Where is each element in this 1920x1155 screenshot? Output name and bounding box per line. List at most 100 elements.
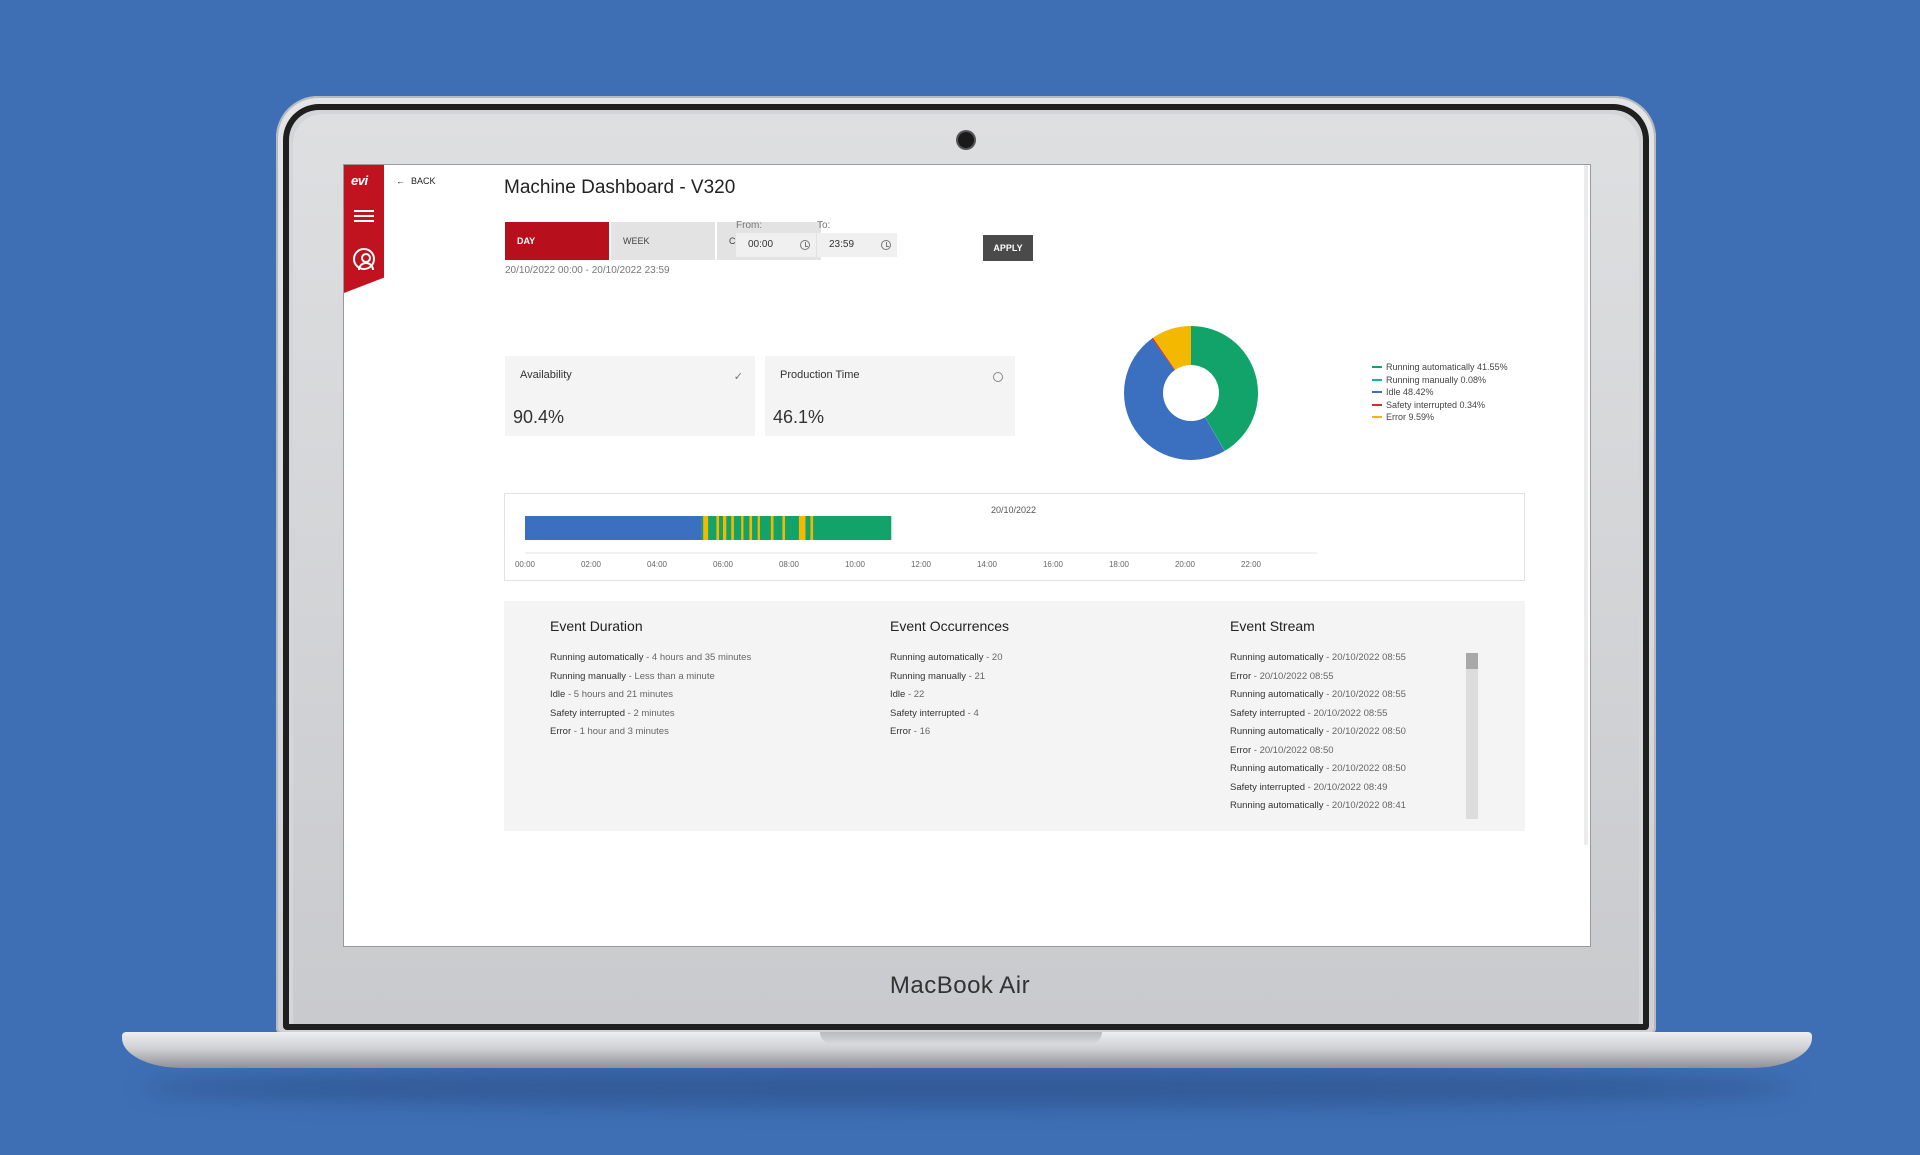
scrollbar-thumb[interactable] [1466, 653, 1478, 669]
list-item: Safety interrupted - 20/10/2022 08:55 [1230, 707, 1388, 719]
availability-card: Availability ✓ 90.4% [505, 356, 755, 436]
arrow-left-icon: ← [396, 176, 405, 186]
to-time-input[interactable]: 23:59 [817, 233, 897, 257]
timeline-tick-label: 00:00 [515, 560, 536, 569]
legend-label: Idle 48.42% [1386, 387, 1434, 398]
event-occurrences-title: Event Occurrences [890, 618, 1010, 634]
timeline-tick-label: 20:00 [1175, 560, 1196, 569]
event-duration-column: Event Duration Running automatically - 4… [550, 618, 751, 745]
list-item: Error - 16 [890, 726, 931, 737]
from-time-group: From: 00:00 [736, 220, 816, 257]
list-item: Safety interrupted - 20/10/2022 08:49 [1230, 781, 1388, 793]
to-label: To: [817, 220, 831, 231]
hamburger-menu-icon[interactable] [354, 210, 374, 224]
to-time-value: 23:59 [829, 239, 855, 250]
availability-label: Availability [520, 369, 572, 381]
date-range-text: 20/10/2022 00:00 - 20/10/2022 23:59 [505, 265, 670, 276]
user-profile-icon[interactable] [353, 248, 375, 270]
timeline-tick-label: 14:00 [977, 560, 998, 569]
list-item: Error - 1 hour and 3 minutes [550, 726, 669, 737]
event-duration-title: Event Duration [550, 618, 643, 634]
list-item: Running automatically - 4 hours and 35 m… [550, 652, 752, 663]
timeline-tick-label: 10:00 [845, 560, 866, 569]
list-item: Running manually - 21 [890, 670, 986, 682]
timeline-tick-label: 08:00 [779, 560, 800, 569]
timeline-segment-error[interactable] [810, 516, 814, 540]
timeline-segment-running[interactable] [701, 516, 892, 540]
state-donut-chart [1123, 325, 1259, 461]
legend-item: Safety interrupted 0.34% [1372, 399, 1508, 412]
timeline-segment-error[interactable] [731, 516, 734, 540]
list-item: Running automatically - 20/10/2022 08:55 [1230, 689, 1406, 700]
legend-item: Error 9.59% [1372, 411, 1508, 424]
list-item: Error - 20/10/2022 08:50 [1230, 744, 1334, 756]
legend-item: Running manually 0.08% [1372, 374, 1508, 387]
availability-value: 90.4% [513, 407, 565, 427]
timeline-tick-label: 04:00 [647, 560, 668, 569]
page-title: Machine Dashboard - V320 [504, 177, 736, 198]
donut-slice[interactable] [1151, 337, 1176, 371]
back-link[interactable]: ← BACK [396, 176, 436, 186]
legend-label: Running manually 0.08% [1386, 374, 1487, 385]
production-time-card: Production Time 46.1% [765, 356, 1015, 436]
from-time-value: 00:00 [748, 239, 774, 250]
timeline-segment-error[interactable] [703, 516, 709, 540]
laptop-shadow [140, 1068, 1794, 1108]
from-time-input[interactable]: 00:00 [736, 233, 816, 257]
donut-slice[interactable] [1153, 326, 1191, 370]
list-item: Running automatically - 20 [890, 652, 1003, 663]
list-item: Safety interrupted - 2 minutes [550, 707, 675, 719]
apply-button[interactable]: APPLY [983, 235, 1033, 261]
donut-slice[interactable] [1124, 338, 1225, 460]
donut-svg [1124, 326, 1258, 460]
legend-swatch [1372, 416, 1382, 419]
check-icon: ✓ [733, 371, 743, 383]
list-item: Idle - 22 [890, 689, 925, 700]
event-stream-column: Event Stream Running automatically - 20/… [1230, 618, 1406, 819]
from-label: From: [736, 220, 763, 231]
timeline-segment-error[interactable] [723, 516, 727, 540]
timeline-tick-label: 02:00 [581, 560, 602, 569]
legend-item: Running automatically 41.55% [1372, 361, 1508, 374]
screen: evi ← BACK Machine Dashboard - V320 DAY … [343, 164, 1591, 947]
timeline-segment-error[interactable] [716, 516, 720, 540]
donut-slice[interactable] [1205, 417, 1225, 451]
timeline-segment-error[interactable] [770, 516, 774, 540]
camera-icon [958, 132, 974, 148]
list-item: Idle - 5 hours and 21 minutes [550, 689, 674, 700]
legend-label: Running automatically 41.55% [1386, 362, 1508, 373]
to-time-group: To: 23:59 [817, 220, 897, 257]
donut-legend: Running automatically 41.55% Running man… [1372, 361, 1508, 424]
production-time-value: 46.1% [773, 407, 825, 427]
timeline-segment-idle[interactable] [525, 516, 702, 540]
legend-label: Safety interrupted 0.34% [1386, 399, 1486, 410]
events-panel: Event Duration Running automatically - 4… [504, 601, 1525, 831]
clock-icon [800, 240, 810, 250]
event-stream-scrollbar[interactable] [1466, 653, 1478, 819]
page-scrollbar[interactable] [1584, 165, 1588, 845]
timeline-segment-error[interactable] [749, 516, 753, 540]
tab-day[interactable]: DAY [505, 222, 609, 260]
event-occurrences-column: Event Occurrences Running automatically … [890, 618, 1009, 745]
timeline-segment-error[interactable] [741, 516, 744, 540]
legend-swatch [1372, 378, 1382, 381]
timeline-tick-label: 18:00 [1109, 560, 1130, 569]
evi-logo[interactable]: evi [351, 173, 368, 188]
donut-slice[interactable] [1191, 326, 1258, 451]
device-brand-label: MacBook Air [889, 972, 1031, 999]
tab-week[interactable]: WEEK [611, 222, 715, 260]
list-item: Running automatically - 20/10/2022 08:50 [1230, 726, 1406, 737]
legend-swatch [1372, 391, 1382, 394]
legend-label: Error 9.59% [1386, 412, 1435, 423]
timeline-tick-label: 06:00 [713, 560, 734, 569]
list-item: Running automatically - 20/10/2022 08:41 [1230, 800, 1406, 811]
timeline-segment-error[interactable] [757, 516, 760, 540]
timeline-segment-error[interactable] [798, 516, 806, 540]
legend-swatch [1372, 403, 1382, 406]
sidebar: evi [344, 165, 384, 293]
timeline-tick-label: 22:00 [1241, 560, 1262, 569]
legend-swatch [1372, 366, 1382, 369]
event-stream-title: Event Stream [1230, 618, 1315, 634]
clock-icon [881, 240, 891, 250]
timeline-segment-error[interactable] [782, 516, 786, 540]
